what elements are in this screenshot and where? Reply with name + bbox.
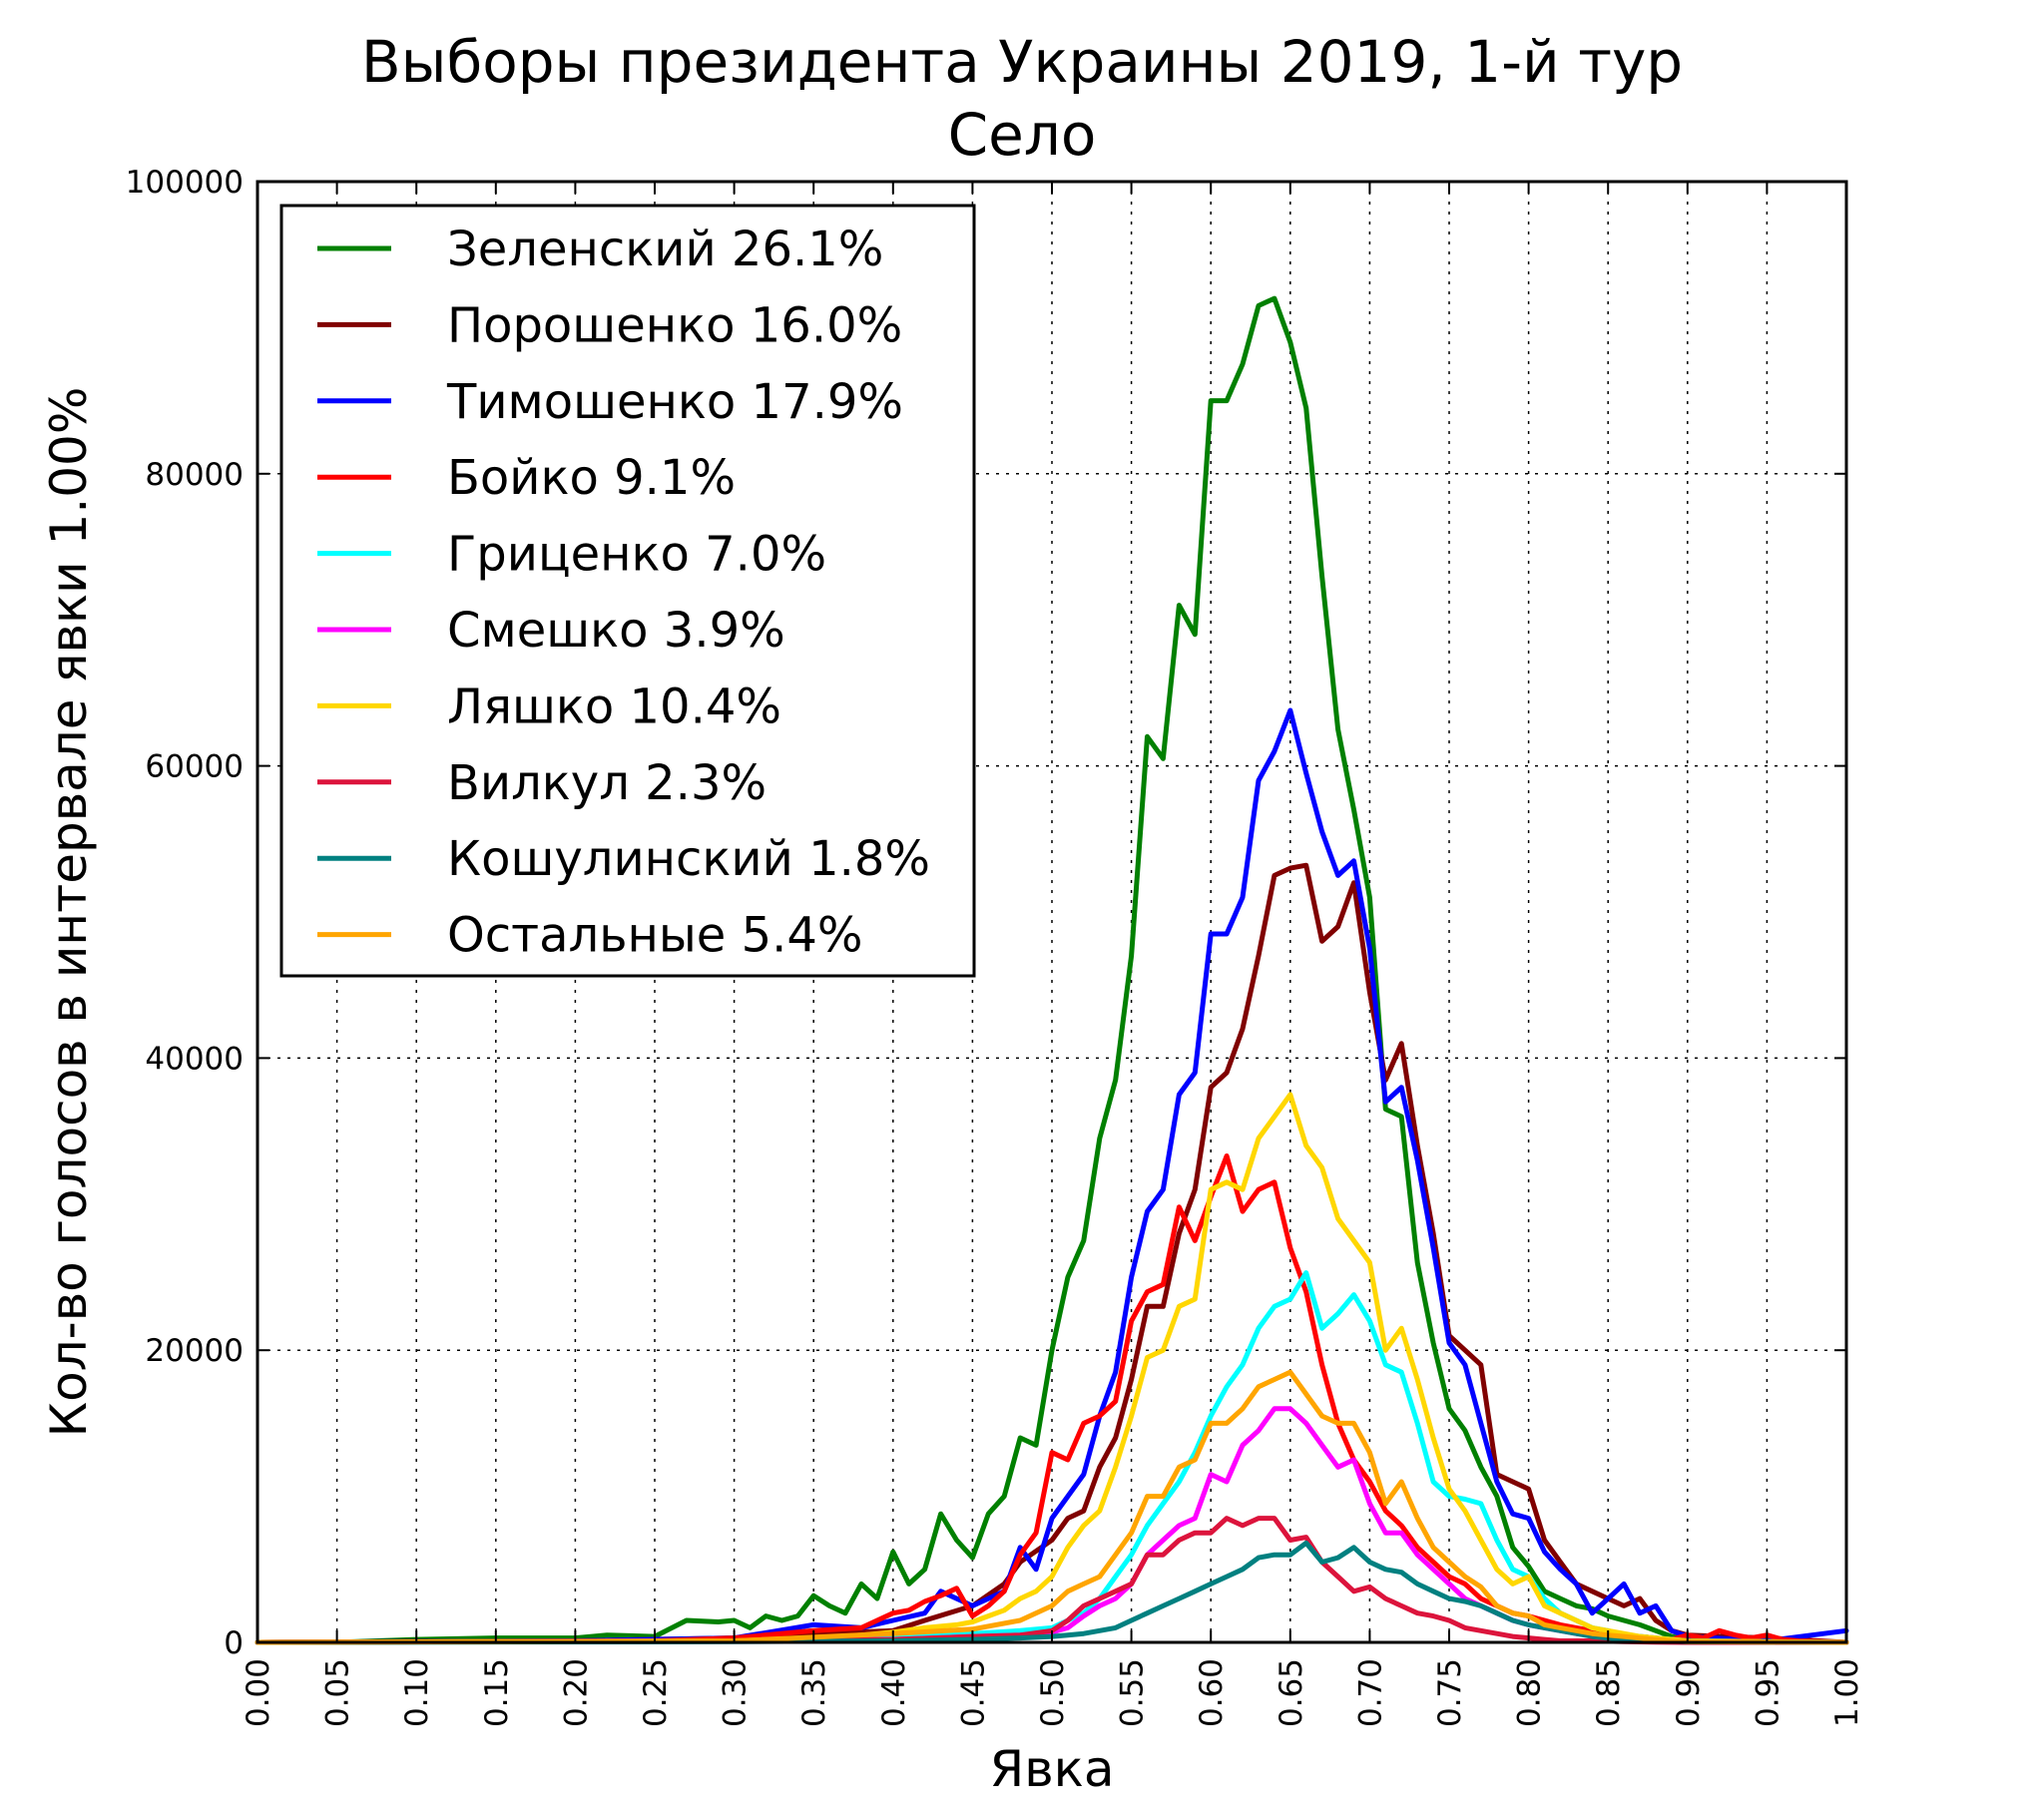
x-tick-label: 0.15 <box>479 1658 515 1727</box>
x-axis-label: Явка <box>989 1740 1114 1798</box>
x-tick-label: 0.45 <box>955 1658 991 1727</box>
legend-label: Кошулинский 1.8% <box>447 831 930 887</box>
x-tick-label: 0.85 <box>1591 1658 1627 1727</box>
y-axis: 0 20000 40000 60000 80000 100000 <box>126 165 1846 1661</box>
legend-label: Остальные 5.4% <box>447 908 863 964</box>
y-tick-label: 40000 <box>145 1041 244 1077</box>
y-tick-label: 80000 <box>145 457 244 493</box>
legend: Зеленский 26.1% Порошенко 16.0% Тимошенко … <box>279 204 976 978</box>
series-line-10 <box>255 1369 1849 1645</box>
x-tick-label: 0.00 <box>241 1658 276 1727</box>
legend-label: Бойко 9.1% <box>447 450 736 506</box>
legend-label: Тимошенко 17.9% <box>446 374 903 430</box>
legend-label: Ляшко 10.4% <box>447 679 781 734</box>
x-tick-label: 0.65 <box>1274 1658 1309 1727</box>
x-tick-label: 0.80 <box>1512 1658 1548 1727</box>
legend-label: Зеленский 26.1% <box>447 222 883 277</box>
x-tick-label: 0.20 <box>558 1658 594 1727</box>
series-line-2 <box>255 862 1849 1645</box>
y-tick-label: 60000 <box>145 749 244 785</box>
y-tick-label: 20000 <box>145 1333 244 1369</box>
x-tick-label: 0.95 <box>1750 1658 1786 1727</box>
x-tick-label: 0.10 <box>399 1658 435 1727</box>
y-tick-label: 0 <box>224 1625 244 1661</box>
x-tick-label: 0.90 <box>1671 1658 1707 1727</box>
x-tick-label: 0.35 <box>796 1658 832 1727</box>
chart-title: Выборы президента Украины 2019, 1-й тур <box>361 28 1683 96</box>
chart-subtitle: Село <box>948 101 1097 169</box>
x-tick-label: 0.55 <box>1115 1658 1151 1727</box>
x-tick-label: 0.75 <box>1432 1658 1468 1727</box>
y-axis-label: Кол-во голосов в интервале явки 1.00% <box>40 387 98 1438</box>
x-tick-label: 0.50 <box>1035 1658 1071 1727</box>
series-line-9 <box>255 1540 1849 1645</box>
y-tick-label: 100000 <box>126 165 244 201</box>
x-tick-label: 0.05 <box>320 1658 356 1727</box>
x-tick-label: 0.70 <box>1352 1658 1388 1727</box>
x-tick-label: 0.25 <box>638 1658 674 1727</box>
legend-label: Смешко 3.9% <box>447 603 785 659</box>
legend-label: Гриценко 7.0% <box>447 527 826 583</box>
x-tick-label: 0.30 <box>718 1658 754 1727</box>
legend-label: Порошенко 16.0% <box>447 297 902 353</box>
legend-label: Вилкул 2.3% <box>447 755 766 811</box>
series-line-3 <box>255 707 1849 1645</box>
legend-box <box>279 204 976 978</box>
x-tick-label: 0.40 <box>876 1658 912 1727</box>
series-line-1 <box>255 295 1849 1645</box>
x-tick-label: 1.00 <box>1829 1658 1865 1727</box>
x-axis: 0.00 0.05 0.10 0.15 0.20 0.25 0.30 0.35 0.40 0.45… <box>241 182 1865 1727</box>
x-tick-label: 0.60 <box>1194 1658 1230 1727</box>
series-group <box>255 295 1849 1645</box>
series-line-7 <box>255 1092 1849 1645</box>
